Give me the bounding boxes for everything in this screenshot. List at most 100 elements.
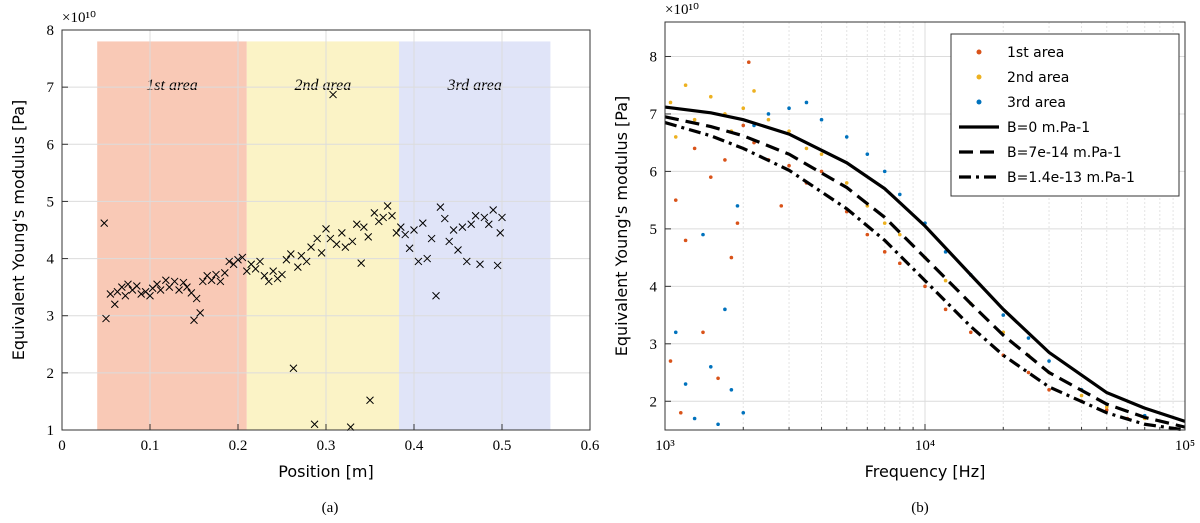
point (364, 233, 373, 241)
point (943, 307, 948, 312)
point (1026, 370, 1031, 375)
panel: 1st area 2nd area 3rd area 0 0.1 0.2 0.3 0.4 0.5… (9, 10, 600, 516)
point (498, 213, 506, 222)
point (865, 232, 870, 237)
point (198, 277, 207, 286)
point (701, 232, 705, 237)
point (496, 229, 505, 237)
point (269, 267, 278, 275)
point (708, 364, 713, 369)
point (898, 192, 902, 197)
point (692, 146, 697, 151)
point (102, 314, 110, 323)
point (1079, 393, 1084, 398)
point (766, 112, 771, 116)
point (701, 330, 705, 335)
point (668, 359, 673, 363)
point (476, 260, 484, 269)
point (489, 206, 498, 214)
point (673, 135, 678, 139)
point (329, 90, 337, 99)
y-tick-label: 5 (47, 194, 55, 210)
point (683, 83, 688, 88)
point (359, 223, 368, 231)
point (137, 290, 146, 298)
x-tick-label: 0.2 (229, 438, 248, 454)
point (264, 277, 273, 286)
legend-box (950, 33, 1180, 197)
curve (664, 105, 1186, 423)
point (819, 117, 824, 122)
region-label: 1st area (146, 77, 197, 94)
offset-label: ×10¹⁰ (665, 2, 699, 18)
point (337, 229, 346, 237)
point (752, 89, 756, 93)
point (432, 291, 440, 300)
region (97, 41, 247, 431)
point (156, 286, 165, 294)
point (1047, 359, 1051, 363)
y-tick-label: 3 (650, 337, 658, 353)
point (440, 214, 449, 223)
point (322, 225, 330, 233)
x-axis-label: Position [m] (278, 462, 373, 481)
point (326, 234, 335, 243)
point (383, 202, 392, 210)
y-tick-label: 7 (47, 80, 55, 96)
point (124, 280, 132, 289)
y-axis-label: Equivalent Young's modulus [Pa] (9, 100, 28, 361)
point (286, 250, 295, 258)
point (132, 282, 141, 290)
point (673, 198, 678, 202)
point (190, 316, 198, 325)
point (256, 257, 264, 266)
y-tick-label: 3 (47, 309, 55, 325)
point (735, 221, 740, 225)
legend-label: 3rd area (1007, 95, 1066, 111)
y-tick-label: 8 (650, 49, 658, 65)
point (313, 234, 322, 243)
point (462, 257, 471, 266)
point (220, 269, 229, 277)
point (196, 309, 205, 317)
point (882, 250, 887, 254)
point (673, 330, 678, 335)
curve (664, 121, 1186, 432)
point (317, 249, 326, 257)
point (741, 123, 746, 128)
point (471, 211, 480, 220)
point (379, 213, 388, 222)
point (898, 261, 902, 266)
point (423, 254, 432, 263)
point (458, 223, 467, 231)
y-tick-label: 2 (47, 366, 55, 382)
offset-label: ×10¹⁰ (62, 10, 96, 26)
point (716, 422, 720, 427)
y-tick-label: 4 (650, 279, 658, 295)
point (723, 307, 727, 312)
point (117, 283, 126, 291)
y-tick-label: 6 (650, 164, 658, 180)
legend-label: B=0 m.Pa-1 (1007, 120, 1090, 136)
point (346, 423, 355, 431)
point (449, 226, 458, 234)
point (238, 253, 247, 262)
point (392, 229, 401, 237)
point (100, 219, 109, 227)
point (735, 204, 740, 208)
region-label: 2nd area (295, 77, 352, 94)
curve (664, 115, 1186, 429)
point (175, 286, 183, 294)
region (399, 41, 551, 431)
point (370, 209, 379, 217)
point (251, 265, 260, 273)
point (766, 117, 771, 122)
point (410, 226, 418, 234)
point (405, 244, 414, 253)
point (779, 204, 784, 208)
x-tick-label: 10⁵ (1175, 438, 1195, 454)
point (310, 420, 319, 429)
point (741, 106, 746, 110)
point (146, 291, 154, 300)
point (484, 220, 493, 229)
